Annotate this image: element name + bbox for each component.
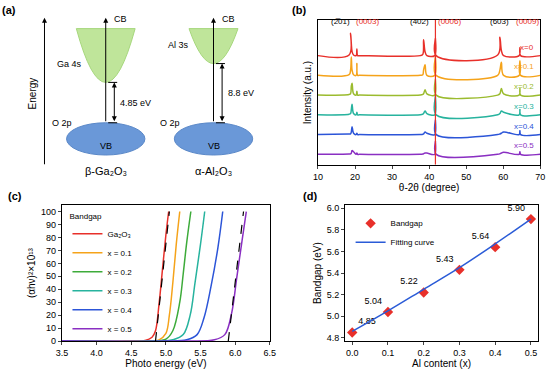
svg-text:5.22: 5.22 [400, 276, 418, 286]
svg-text:4.85 eV: 4.85 eV [120, 98, 151, 108]
svg-text:80: 80 [46, 233, 56, 243]
svg-text:0.0: 0.0 [346, 348, 359, 358]
svg-text:x = 0.4: x = 0.4 [107, 306, 132, 315]
svg-text:x=0.4: x=0.4 [514, 122, 534, 131]
svg-text:20: 20 [46, 310, 56, 320]
svg-text:x = 0.1: x = 0.1 [107, 249, 132, 258]
svg-text:60: 60 [46, 258, 56, 268]
svg-text:(αhν)²×10¹³: (αhν)²×10¹³ [26, 247, 37, 298]
svg-text:6.0: 6.0 [327, 203, 340, 213]
svg-text:30: 30 [46, 297, 56, 307]
svg-text:CB: CB [114, 14, 127, 24]
svg-text:0.2: 0.2 [417, 348, 430, 358]
svg-text:x=0.5: x=0.5 [514, 141, 534, 150]
svg-text:3.5: 3.5 [56, 348, 69, 358]
svg-text:5.04: 5.04 [364, 296, 382, 306]
svg-text:x=0: x=0 [520, 43, 534, 52]
svg-text:40: 40 [46, 284, 56, 294]
svg-text:4.0: 4.0 [90, 348, 103, 358]
svg-text:Energy: Energy [27, 78, 38, 110]
svg-text:5.90: 5.90 [507, 203, 525, 213]
svg-text:0.4: 0.4 [489, 348, 502, 358]
svg-text:Ga 4s: Ga 4s [57, 59, 82, 69]
svg-text:VB: VB [208, 141, 220, 151]
svg-text:0: 0 [51, 336, 56, 346]
svg-text:(b): (b) [292, 4, 306, 16]
svg-text:0.3: 0.3 [453, 348, 466, 358]
svg-text:6.0: 6.0 [229, 348, 242, 358]
svg-text:Photo energy (eV): Photo energy (eV) [125, 358, 206, 369]
svg-text:5.2: 5.2 [327, 290, 340, 300]
svg-text:β-Ga₂O₃: β-Ga₂O₃ [85, 165, 127, 177]
svg-text:Bandgap: Bandgap [69, 212, 102, 221]
svg-text:Ga₂O₃: Ga₂O₃ [107, 230, 130, 239]
svg-text:50: 50 [46, 271, 56, 281]
svg-text:Bandgap (eV): Bandgap (eV) [312, 242, 323, 304]
svg-text:x=0.3: x=0.3 [514, 102, 534, 111]
svg-text:5.4: 5.4 [327, 268, 340, 278]
svg-text:5.5: 5.5 [194, 348, 207, 358]
svg-text:(0003): (0003) [356, 17, 379, 26]
svg-text:(c): (c) [8, 190, 22, 202]
svg-text:5.6: 5.6 [327, 247, 340, 257]
svg-text:x=0.2: x=0.2 [514, 82, 534, 91]
svg-text:10: 10 [313, 172, 323, 182]
svg-text:0.1: 0.1 [382, 348, 395, 358]
svg-text:40: 40 [424, 172, 434, 182]
svg-text:x = 0.5: x = 0.5 [107, 325, 132, 334]
svg-text:90: 90 [46, 220, 56, 230]
svg-text:x = 0.2: x = 0.2 [107, 268, 132, 277]
svg-text:O 2p: O 2p [160, 118, 180, 128]
svg-text:(402): (402) [410, 17, 429, 26]
svg-text:4.85: 4.85 [358, 316, 376, 326]
svg-text:α-Al₂O₃: α-Al₂O₃ [195, 165, 232, 177]
svg-text:50: 50 [461, 172, 471, 182]
svg-text:Al content (x): Al content (x) [412, 358, 471, 369]
svg-text:5.0: 5.0 [160, 348, 173, 358]
svg-text:30: 30 [387, 172, 397, 182]
svg-text:(603): (603) [490, 17, 509, 26]
svg-text:70: 70 [46, 246, 56, 256]
svg-text:20: 20 [350, 172, 360, 182]
svg-text:70: 70 [535, 172, 545, 182]
svg-text:10: 10 [46, 323, 56, 333]
svg-text:5.8: 5.8 [327, 225, 340, 235]
svg-text:x=0.1: x=0.1 [514, 62, 534, 71]
svg-text:(2̅01): (2̅01) [331, 17, 350, 26]
svg-text:100: 100 [41, 207, 56, 217]
svg-text:60: 60 [498, 172, 508, 182]
svg-text:Fitting curve: Fitting curve [391, 238, 435, 247]
svg-text:θ-2θ (degree): θ-2θ (degree) [399, 182, 460, 193]
svg-text:(a): (a) [2, 4, 16, 16]
svg-text:CB: CB [222, 14, 235, 24]
svg-text:4.8: 4.8 [327, 333, 340, 343]
svg-text:5.64: 5.64 [472, 231, 490, 241]
svg-text:Intensity (a.u.): Intensity (a.u.) [302, 61, 313, 124]
svg-text:(0009): (0009) [516, 17, 539, 26]
svg-text:O 2p: O 2p [52, 118, 72, 128]
svg-text:4.5: 4.5 [125, 348, 138, 358]
svg-text:5.0: 5.0 [327, 311, 340, 321]
svg-text:Bandgap: Bandgap [391, 219, 424, 228]
svg-text:(0006): (0006) [438, 17, 461, 26]
svg-text:8.8 eV: 8.8 eV [228, 88, 254, 98]
svg-text:(d): (d) [303, 190, 317, 202]
svg-text:Al 3s: Al 3s [168, 40, 189, 50]
svg-text:5.43: 5.43 [436, 254, 454, 264]
svg-text:VB: VB [100, 141, 112, 151]
svg-text:x = 0.3: x = 0.3 [107, 287, 132, 296]
svg-text:6.5: 6.5 [264, 348, 277, 358]
svg-text:0.5: 0.5 [525, 348, 538, 358]
